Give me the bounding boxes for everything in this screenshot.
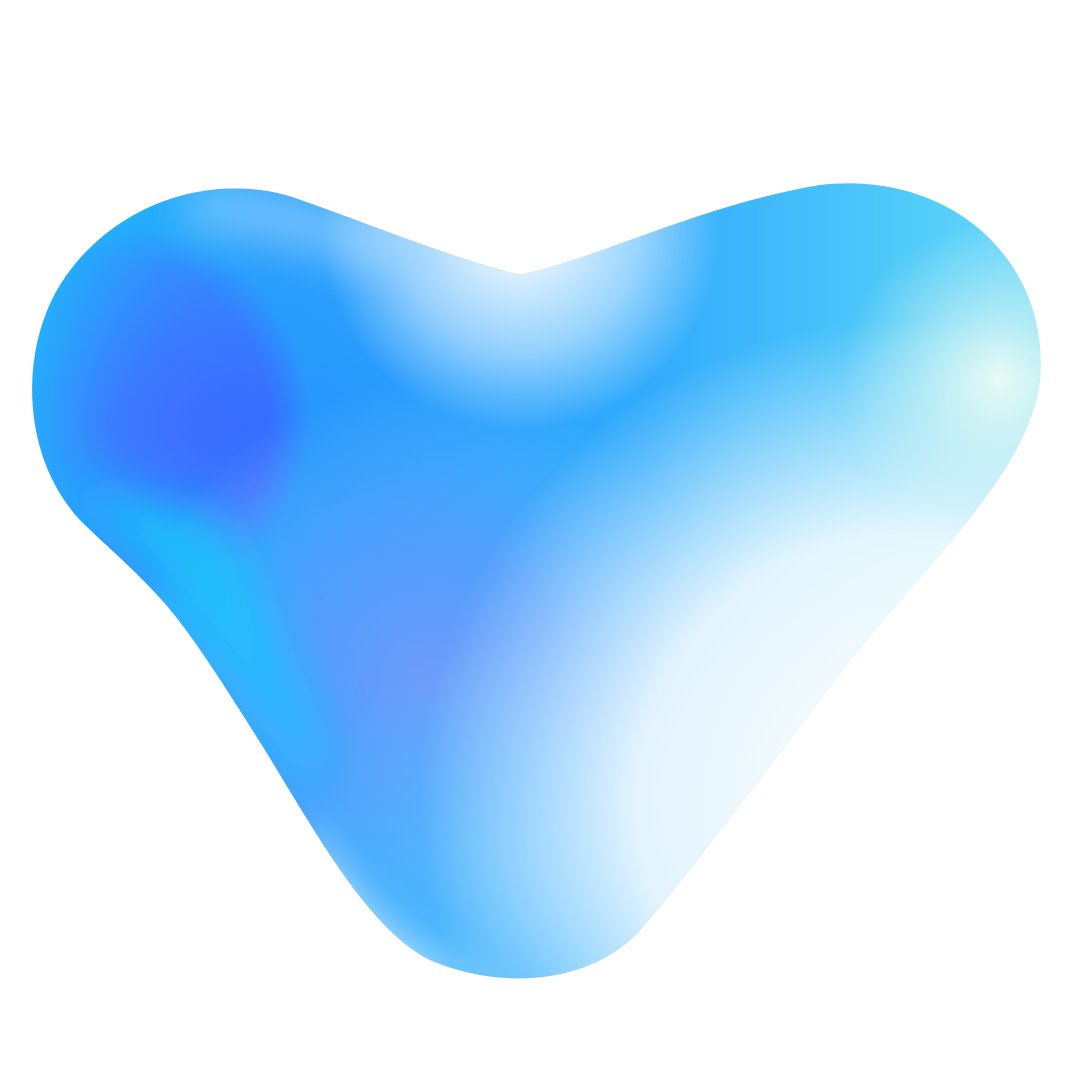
blob-fill xyxy=(32,183,1041,979)
artwork-canvas xyxy=(32,183,1041,979)
gradient-blob xyxy=(32,183,1041,979)
